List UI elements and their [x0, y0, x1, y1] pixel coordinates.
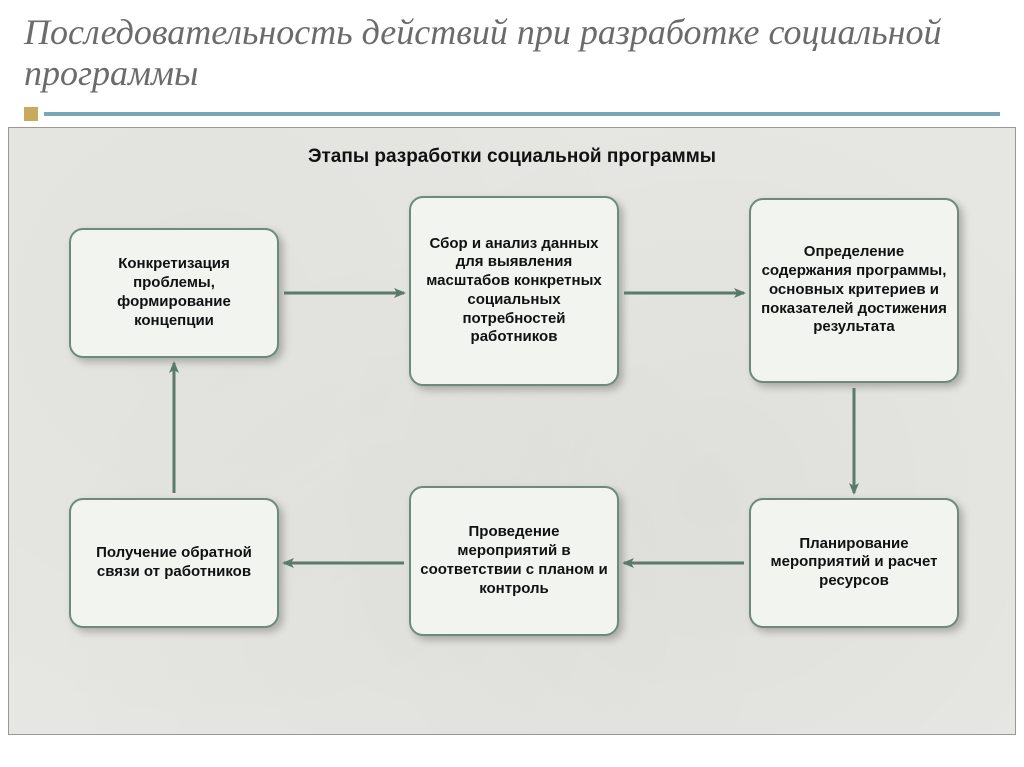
flow-node-2: Сбор и анализ данных для выявления масшт…: [409, 196, 619, 386]
flow-node-1: Конкретизация проблемы, формирование кон…: [69, 228, 279, 358]
flow-node-label: Сбор и анализ данных для выявления масшт…: [419, 235, 609, 348]
page-title: Последовательность действий при разработ…: [0, 0, 1024, 107]
diagram-area: Этапы разработки социальной программы Ко…: [8, 127, 1016, 735]
flow-node-5: Проведение мероприятий в соответствии с …: [409, 486, 619, 636]
diagram-title: Этапы разработки социальной программы: [9, 128, 1015, 168]
flow-node-6: Получение обратной связи от работников: [69, 498, 279, 628]
flow-node-4: Планирование мероприятий и расчет ресурс…: [749, 498, 959, 628]
flow-node-label: Конкретизация проблемы, формирование кон…: [79, 255, 269, 330]
accent-line: [44, 112, 1000, 116]
flow-node-label: Определение содержания программы, основн…: [759, 243, 949, 337]
flow-node-3: Определение содержания программы, основн…: [749, 198, 959, 383]
accent-square: [24, 107, 38, 121]
flow-node-label: Проведение мероприятий в соответствии с …: [419, 523, 609, 598]
slide: Последовательность действий при разработ…: [0, 0, 1024, 767]
title-accent: [24, 107, 1000, 121]
flow-node-label: Планирование мероприятий и расчет ресурс…: [759, 535, 949, 591]
flow-node-label: Получение обратной связи от работников: [79, 544, 269, 582]
